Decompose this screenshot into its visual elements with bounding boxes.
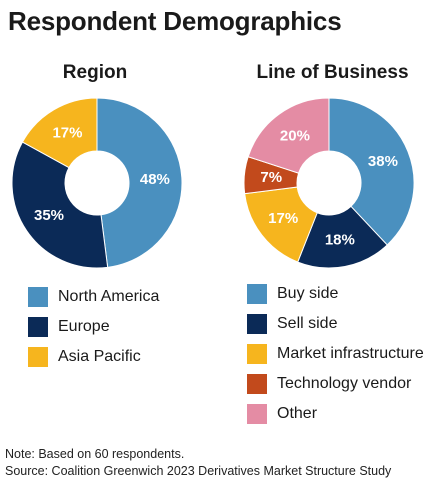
legend-label: Buy side <box>277 285 339 302</box>
legend-item-technology-vendor: Technology vendor <box>247 369 424 399</box>
region-donut-chart: 48% 35% 17% <box>11 97 183 269</box>
donut-slice-other <box>247 97 330 174</box>
legend-label: Europe <box>58 318 110 335</box>
data-label: 7% <box>260 169 282 186</box>
data-label: 35% <box>34 207 64 224</box>
data-label: 17% <box>52 125 82 142</box>
legend-swatch <box>28 347 48 367</box>
data-label: 48% <box>140 171 170 188</box>
legend-swatch <box>247 314 267 334</box>
source-note: Source: Coalition Greenwich 2023 Derivat… <box>5 464 392 478</box>
donut-slice-sell-side <box>297 205 388 269</box>
legend-label: North America <box>58 288 160 305</box>
legend-swatch <box>247 374 267 394</box>
legend-item-north-america: North America <box>28 282 159 312</box>
legend-label: Asia Pacific <box>58 348 141 365</box>
donut-slice-asia-pacific <box>21 97 98 169</box>
data-label: 20% <box>280 128 310 145</box>
legend-swatch <box>247 344 267 364</box>
donut-slice-north-america <box>96 97 183 268</box>
legend-swatch <box>247 284 267 304</box>
data-label: 18% <box>325 231 355 248</box>
line-of-business-legend: Buy side Sell side Market infrastructure… <box>247 279 424 429</box>
data-label: 17% <box>268 210 298 227</box>
legend-label: Market infrastructure <box>277 345 424 362</box>
legend-swatch <box>247 404 267 424</box>
legend-swatch <box>28 287 48 307</box>
legend-swatch <box>28 317 48 337</box>
page-title: Respondent Demographics <box>8 6 342 36</box>
donut-slice-europe <box>11 141 109 269</box>
legend-item-asia-pacific: Asia Pacific <box>28 342 159 372</box>
footnote: Note: Based on 60 respondents. <box>5 447 185 461</box>
region-chart-title: Region <box>62 62 128 83</box>
line-of-business-donut-chart: 38% 18% 17% 7% 20% <box>243 97 415 269</box>
legend-item-europe: Europe <box>28 312 159 342</box>
legend-label: Technology vendor <box>277 375 412 392</box>
legend-item-buy-side: Buy side <box>247 279 424 309</box>
donut-slice-buy-side <box>328 97 415 246</box>
legend-item-sell-side: Sell side <box>247 309 424 339</box>
line-of-business-chart-title: Line of Business <box>256 62 409 83</box>
legend-label: Sell side <box>277 315 338 332</box>
legend-item-other: Other <box>247 399 424 429</box>
data-label: 38% <box>368 153 398 170</box>
legend-label: Other <box>277 405 318 422</box>
region-legend: North America Europe Asia Pacific <box>28 282 159 372</box>
legend-item-market-infrastructure: Market infrastructure <box>247 339 424 369</box>
